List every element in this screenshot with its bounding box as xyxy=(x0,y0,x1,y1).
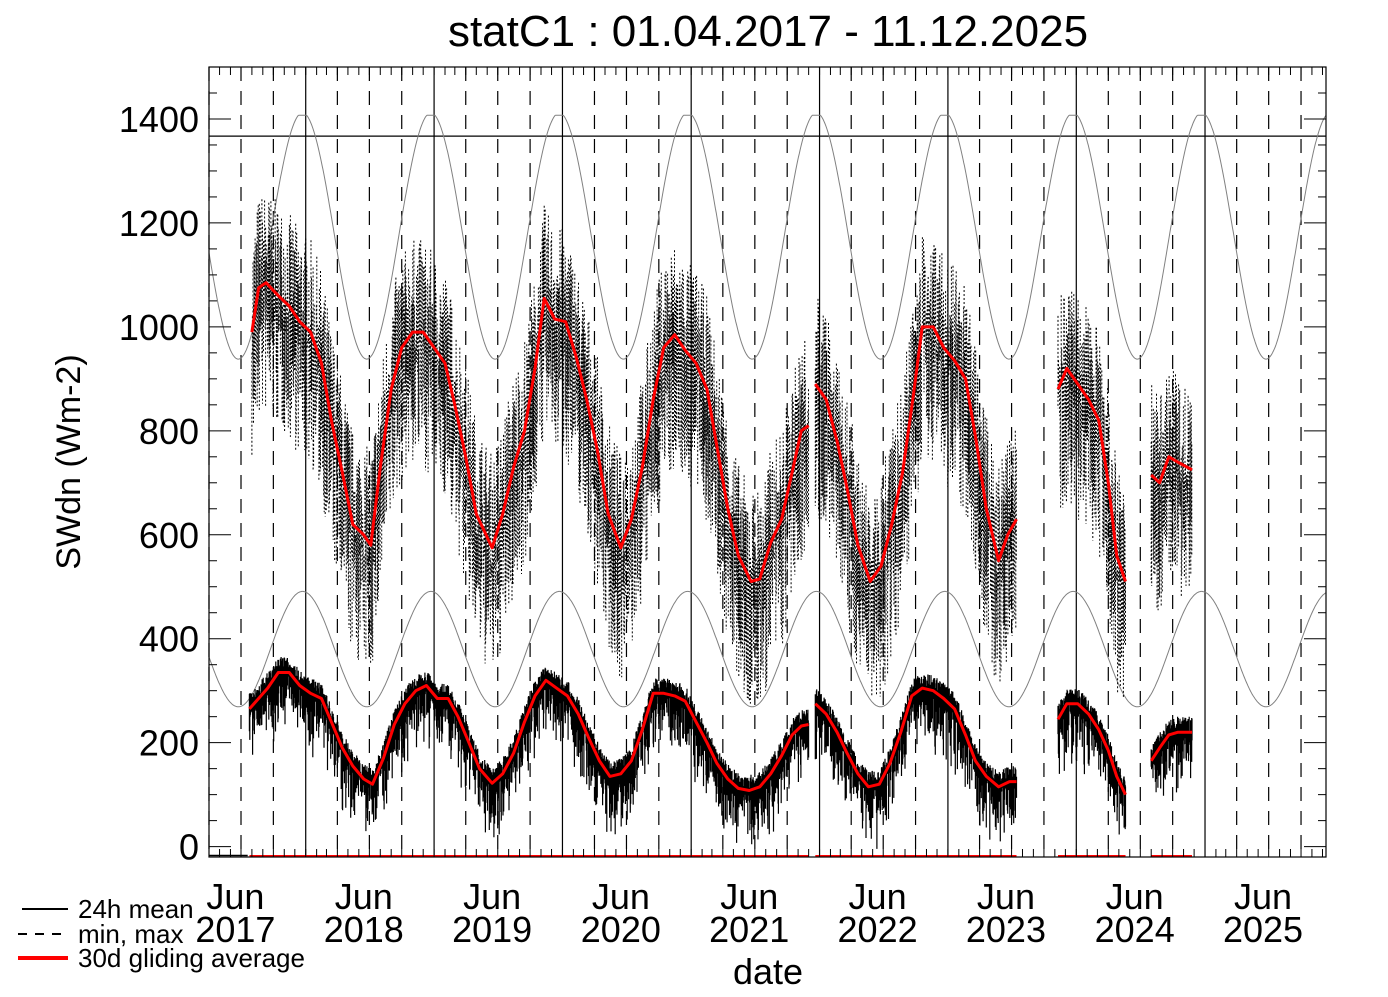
legend-label-30d-average: 30d gliding average xyxy=(78,943,305,973)
x-tick-year-label: 2022 xyxy=(838,909,918,950)
x-tick-month-label: Jun xyxy=(463,876,521,917)
x-tick-year-label: 2020 xyxy=(581,909,661,950)
y-tick-label: 400 xyxy=(139,619,199,660)
y-tick-label: 0 xyxy=(179,827,199,868)
y-tick-label: 800 xyxy=(139,411,199,452)
mean-30d-average-line xyxy=(1149,730,1192,762)
x-tick-year-label: 2019 xyxy=(452,909,532,950)
mean-30d-average-line xyxy=(1056,702,1127,796)
x-tick-month-label: Jun xyxy=(1106,876,1164,917)
x-tick-year-label: 2023 xyxy=(966,909,1046,950)
y-axis-label: SWdn (Wm-2) xyxy=(50,354,88,569)
x-tick-year-label: 2025 xyxy=(1223,909,1303,950)
toa-mean-curve xyxy=(208,590,1327,708)
max-30d-average-line xyxy=(1056,366,1127,582)
x-tick-month-label: Jun xyxy=(206,876,264,917)
y-tick-label: 1200 xyxy=(119,203,199,244)
x-tick-month-label: Jun xyxy=(335,876,393,917)
legend-label-min-max: min, max xyxy=(78,919,183,949)
y-tick-label: 1000 xyxy=(119,307,199,348)
24h-mean-series xyxy=(248,657,810,845)
x-tick-year-label: 2018 xyxy=(324,909,404,950)
chart-title: statC1 : 01.04.2017 - 11.12.2025 xyxy=(448,7,1088,56)
y-tick-label: 200 xyxy=(139,723,199,764)
x-tick-month-label: Jun xyxy=(977,876,1035,917)
min-max-dashed-series xyxy=(1150,371,1193,611)
x-tick-year-label: 2021 xyxy=(709,909,789,950)
y-tick-label: 600 xyxy=(139,515,199,556)
max-30d-average-line xyxy=(1150,455,1193,485)
x-tick-month-label: Jun xyxy=(592,876,650,917)
x-tick-month-label: Jun xyxy=(1234,876,1292,917)
axes: 0200400600800100012001400Jun2017Jun2018J… xyxy=(119,66,1327,950)
24h-mean-series xyxy=(1057,689,1127,835)
gliding-average-lines xyxy=(248,281,1193,796)
x-axis-label: date xyxy=(733,951,803,992)
x-tick-month-label: Jun xyxy=(720,876,778,917)
legend: 24h mean min, max 30d gliding average xyxy=(18,894,305,973)
x-tick-year-label: 2017 xyxy=(195,909,275,950)
max-30d-average-line xyxy=(250,281,810,583)
max-30d-average-line xyxy=(814,325,1018,583)
mean-30d-average-line xyxy=(814,686,1017,789)
legend-label-24h-mean: 24h mean xyxy=(78,894,194,924)
24h-mean-series xyxy=(1150,716,1193,796)
plot-frame xyxy=(208,66,1327,858)
y-tick-label: 1400 xyxy=(119,99,199,140)
mean-30d-average-line xyxy=(248,671,809,792)
toa-curves xyxy=(208,114,1327,708)
x-tick-month-label: Jun xyxy=(849,876,907,917)
x-tick-year-label: 2024 xyxy=(1095,909,1175,950)
toa-max-curve xyxy=(208,114,1327,360)
raw-data xyxy=(209,199,1193,857)
min-max-dashed-series xyxy=(1057,291,1126,699)
